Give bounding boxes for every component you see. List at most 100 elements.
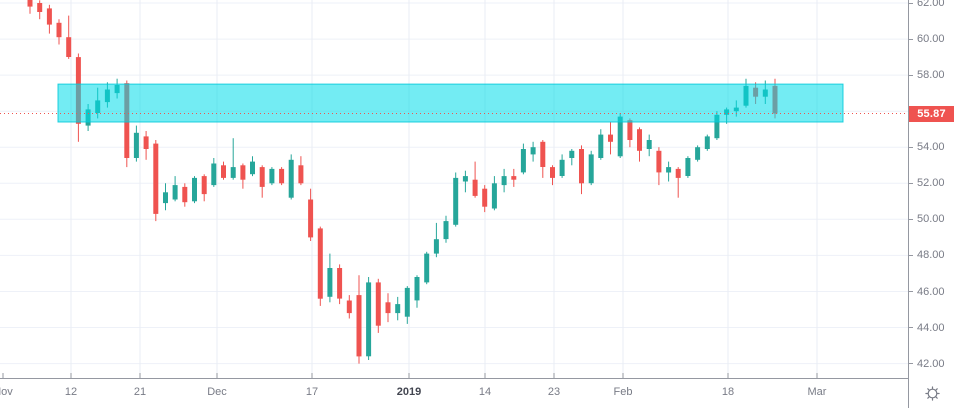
candle-body	[627, 120, 633, 140]
candle-body	[250, 161, 255, 175]
candle-body	[685, 158, 691, 176]
candle-body	[66, 37, 72, 57]
chart-settings-button[interactable]	[923, 384, 942, 403]
price-tick-mark	[909, 146, 913, 148]
candle-body	[540, 141, 546, 167]
candle-body	[462, 176, 468, 182]
candle-body	[153, 143, 159, 214]
candle-body	[598, 134, 604, 158]
candle-body	[646, 140, 652, 149]
candle-body	[520, 149, 526, 173]
candle-body	[666, 167, 672, 173]
price-tick-label: 54.00	[917, 141, 945, 154]
candle-body	[317, 228, 323, 299]
price-tick-mark	[909, 2, 913, 4]
price-tick-label: 42.00	[917, 357, 945, 370]
candle-body	[695, 147, 701, 160]
candle-body	[27, 0, 33, 7]
candle-body	[550, 167, 555, 178]
price-tick-label: 62.00	[917, 0, 945, 9]
candle-body	[588, 154, 594, 184]
candle-body	[288, 159, 294, 198]
price-axis[interactable]: 55.87 62.00 60.00 58.00 54.00 52.00 50.00 48.0…	[908, 0, 954, 378]
candle-body	[433, 239, 439, 254]
time-tick-label: Mar	[807, 386, 827, 398]
candle-body	[491, 183, 497, 209]
price-tick-mark	[909, 182, 913, 184]
candle-body	[37, 3, 43, 12]
candle-body	[279, 168, 285, 184]
price-tick-label: 52.00	[917, 177, 945, 190]
candle-body	[356, 295, 362, 357]
candle-body	[617, 116, 623, 157]
time-tick-label: Feb	[613, 386, 633, 398]
candle-body	[269, 168, 275, 184]
time-tick-label: 17	[305, 386, 319, 398]
price-tick-label: 44.00	[917, 321, 945, 334]
candle-body	[366, 282, 372, 357]
time-tick-label: 21	[133, 386, 147, 398]
candle-body	[230, 167, 236, 178]
candle-body	[714, 114, 720, 139]
time-tick-label: 23	[547, 386, 561, 398]
candle-body	[530, 147, 536, 155]
chart-canvas[interactable]	[0, 0, 908, 378]
price-tick-label: 48.00	[917, 249, 945, 262]
time-tick-label: 12	[64, 386, 78, 398]
candle-body	[579, 149, 584, 184]
candle-body	[163, 192, 168, 204]
price-tick-label: 58.00	[917, 69, 945, 82]
candle-body	[472, 179, 478, 196]
candle-body	[482, 188, 488, 207]
candle-body	[133, 132, 139, 158]
time-tick-label: 18	[721, 386, 735, 398]
candle-body	[424, 253, 430, 283]
candle-body	[298, 165, 304, 184]
candle-body	[637, 129, 642, 151]
price-tick-label: 60.00	[917, 33, 945, 46]
candle-body	[346, 300, 352, 314]
candle-body	[569, 150, 575, 158]
candle-body	[404, 287, 410, 317]
last-price-label: 55.87	[909, 105, 954, 122]
chart-plot-area[interactable]	[0, 0, 908, 378]
highlight-zone[interactable]	[57, 83, 844, 123]
candle-body	[46, 8, 52, 25]
candle-body	[182, 186, 188, 203]
candle-body	[395, 304, 401, 314]
candle-body	[608, 134, 613, 142]
candle-body	[259, 167, 265, 187]
candle-body	[511, 176, 517, 180]
candle-body	[385, 302, 391, 314]
price-tick-mark	[909, 74, 913, 76]
price-tick-label: 46.00	[917, 285, 945, 298]
price-tick-mark	[909, 218, 913, 220]
candle-body	[192, 177, 197, 202]
time-tick-label: 14	[478, 386, 492, 398]
price-tick-mark	[909, 38, 913, 40]
price-tick-mark	[909, 291, 913, 292]
axis-settings-corner	[908, 378, 954, 408]
time-tick-label: Nov	[0, 386, 13, 398]
candle-body	[453, 177, 459, 225]
candle-body	[375, 282, 381, 326]
price-tick-mark	[909, 363, 913, 365]
candle-body	[221, 165, 226, 178]
price-tick-mark	[909, 254, 913, 256]
time-axis[interactable]: Nov 12 21 Dec 17 2019 14 23 Feb 18 Mar	[0, 378, 954, 408]
candle-body	[675, 168, 681, 178]
time-tick-label: 2019	[396, 386, 422, 398]
candle-body	[704, 136, 710, 149]
candle-body	[308, 199, 314, 238]
candle-body	[327, 268, 333, 297]
candle-body	[172, 185, 178, 200]
candle-body	[143, 136, 149, 149]
candle-body	[56, 22, 62, 38]
gear-icon	[924, 385, 940, 401]
time-tick-label: Dec	[207, 386, 227, 398]
candle-body	[337, 268, 343, 299]
candle-body	[201, 176, 207, 195]
candle-body	[443, 221, 449, 240]
price-tick-label: 50.00	[917, 213, 945, 226]
